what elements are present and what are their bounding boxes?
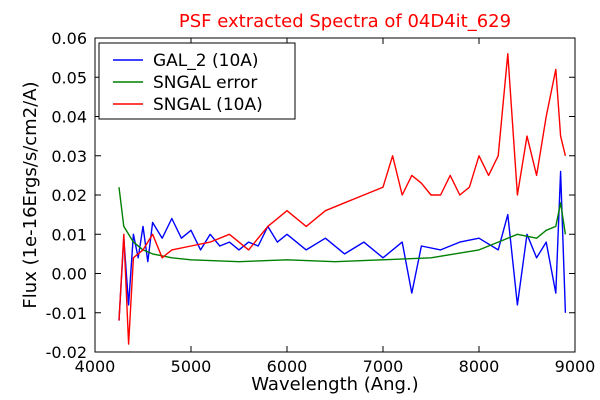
x-tick-label: 7000: [363, 357, 404, 376]
y-tick-label: 0.01: [51, 225, 87, 244]
legend-label: SNGAL error: [153, 73, 257, 93]
y-tick-label: 0.06: [51, 29, 87, 48]
series-line-sngal-10a: [118, 53, 567, 345]
y-tick-label: 0.02: [51, 186, 87, 205]
y-tick-label: -0.01: [46, 304, 87, 323]
y-tick-label: 0.03: [51, 147, 87, 166]
y-tick-label: 0.05: [51, 68, 87, 87]
series-line-sngal-error: [118, 187, 567, 263]
y-tick-label: -0.02: [46, 343, 87, 362]
legend-box: [98, 42, 296, 120]
series-line-gal-2-10a: [118, 170, 567, 321]
x-tick-label: 4000: [75, 357, 116, 376]
y-axis-label: Flux (1e-16Ergs/s/cm2/A): [20, 81, 41, 308]
legend-label: GAL_2 (10A): [153, 51, 259, 71]
y-tick-label: 0.04: [51, 108, 87, 127]
x-tick-label: 8000: [459, 357, 500, 376]
ticks-layer: 4000 5000 6000 7000 8000 9000 -0.02 -0.01 0.00 0.…: [46, 29, 596, 376]
y-tick-label: 0.00: [51, 265, 87, 284]
x-axis-label: Wavelength (Ang.): [251, 374, 418, 395]
x-tick-label: 5000: [171, 357, 212, 376]
x-tick-label: 9000: [555, 357, 596, 376]
chart-title: PSF extracted Spectra of 04D4it_629: [179, 11, 511, 32]
series-layer: [118, 53, 567, 345]
x-tick-label: 6000: [267, 357, 308, 376]
legend-label: SNGAL (10A): [153, 95, 263, 115]
